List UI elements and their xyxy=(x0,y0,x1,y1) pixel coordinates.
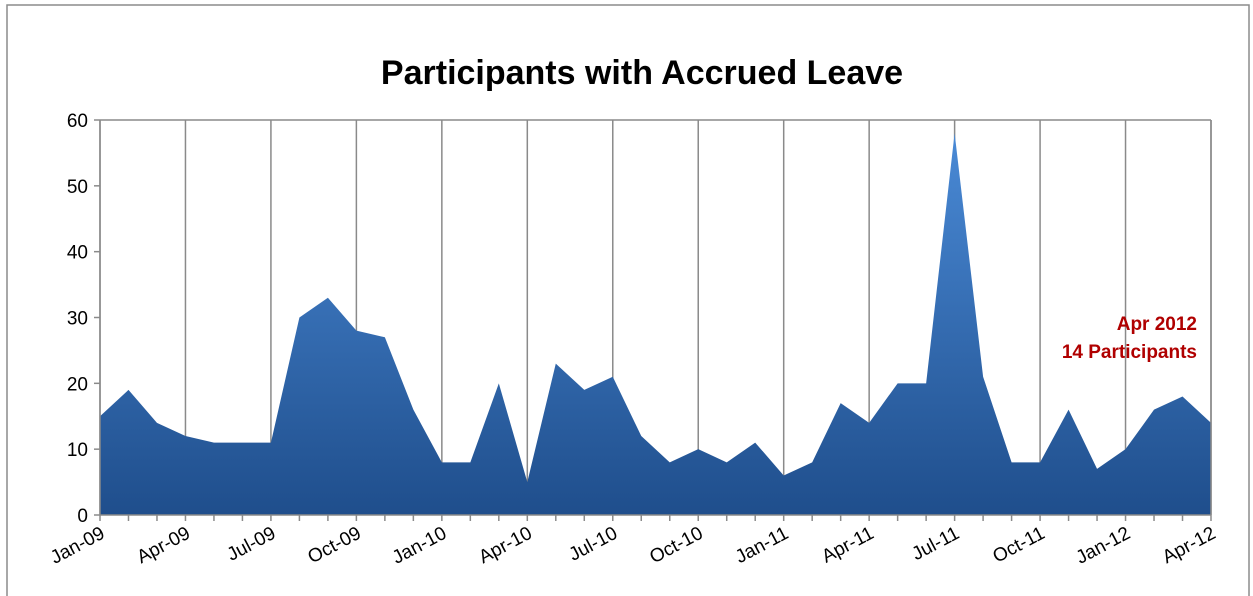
y-tick-label: 40 xyxy=(67,243,88,264)
area xyxy=(100,133,1211,515)
y-tick-label: 60 xyxy=(67,111,88,132)
annotation: Apr 2012 xyxy=(1117,314,1197,335)
y-tick-label: 50 xyxy=(67,177,88,198)
y-tick-label: 10 xyxy=(67,440,88,461)
chart-title: Participants with Accrued Leave xyxy=(381,54,903,92)
y-tick-label: 30 xyxy=(67,309,88,330)
annotation: 14 Participants xyxy=(1062,342,1197,363)
y-tick-label: 0 xyxy=(77,506,88,527)
y-tick-label: 20 xyxy=(67,374,88,395)
